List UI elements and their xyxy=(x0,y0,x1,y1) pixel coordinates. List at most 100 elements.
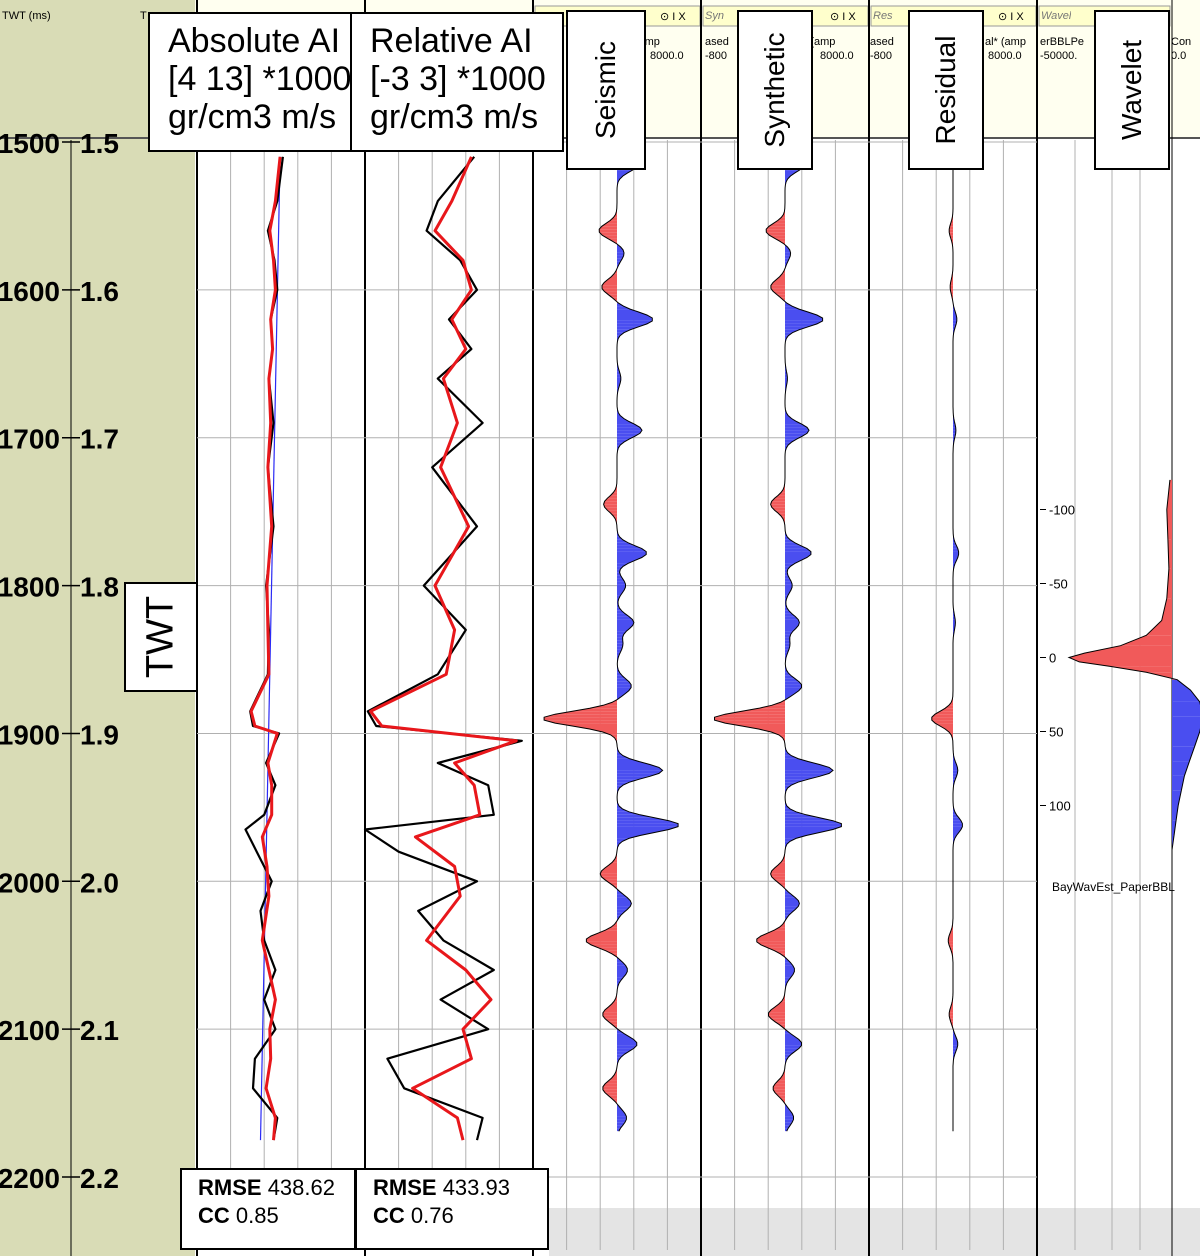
synthetic-trace-fill xyxy=(785,173,795,177)
seismic-trace-fill xyxy=(617,971,628,975)
seismic-trace-fill xyxy=(617,554,647,558)
tab-close-seismic[interactable]: ⊙ I X xyxy=(660,11,686,23)
tab-close-residual[interactable]: ⊙ I X xyxy=(998,11,1024,23)
synthetic-trace-fill xyxy=(785,563,795,567)
residual-trace-fill xyxy=(953,823,963,827)
tab-close-synthetic[interactable]: ⊙ I X xyxy=(830,11,856,23)
seismic-trace-fill xyxy=(617,380,621,384)
synthetic-trace-fill xyxy=(785,1113,794,1117)
seismic-trace-fill xyxy=(617,1051,630,1055)
tab-synthetic-title[interactable]: Syn xyxy=(705,10,724,22)
synthetic-trace-fill xyxy=(785,646,790,650)
synthetic-label: Synthetic xyxy=(737,10,813,170)
synthetic-trace-fill xyxy=(778,1001,785,1005)
seismic-trace-fill xyxy=(617,835,640,839)
seismic-trace-fill xyxy=(617,421,636,425)
synthetic-trace-fill xyxy=(773,1089,785,1093)
synthetic-trace-fill xyxy=(785,912,792,916)
seismic-trace-fill xyxy=(617,539,628,543)
seismic-trace-fill xyxy=(617,1045,637,1049)
synthetic-trace-fill xyxy=(785,566,791,570)
synthetic-trace-fill xyxy=(767,947,785,951)
synthetic-trace-fill xyxy=(773,1086,785,1090)
residual-trace-fill xyxy=(949,226,953,230)
seismic-trace-fill xyxy=(617,820,679,824)
seismic-trace-fill xyxy=(617,581,626,585)
wavelet-label-text: Wavelet xyxy=(1116,39,1147,141)
seismic-trace-fill xyxy=(617,894,628,898)
twt-label: TWT xyxy=(124,582,198,692)
seismic-trace-fill xyxy=(617,672,623,676)
time-s-tick-label: 1.7 xyxy=(80,424,119,455)
synthetic-trace-fill xyxy=(775,1021,785,1025)
residual-trace-fill xyxy=(940,708,953,712)
seismic-trace-fill xyxy=(601,282,617,286)
tab-residual-title[interactable]: Res xyxy=(873,10,893,22)
seismic-trace-fill xyxy=(617,309,639,313)
seismic-trace-fill xyxy=(605,950,617,954)
synthetic-trace-fill xyxy=(770,504,785,508)
seismic-trace-fill xyxy=(617,1042,637,1046)
seismic-trace-fill xyxy=(602,1009,617,1013)
residual-trace-fill xyxy=(953,832,959,836)
synthetic-trace-fill xyxy=(785,554,811,558)
relative-rmse-label: RMSE xyxy=(373,1175,437,1200)
seismic-trace-fill xyxy=(617,619,634,623)
synthetic-trace-fill xyxy=(756,936,785,939)
residual-header-prefix: ased xyxy=(870,36,894,48)
synthetic-trace-fill xyxy=(785,548,811,552)
time-ms-tick-label: 1600 xyxy=(0,276,60,307)
synthetic-trace-fill xyxy=(785,584,793,588)
residual-trace-fill xyxy=(953,320,957,324)
residual-trace-fill xyxy=(948,938,953,942)
wavelet-time-tick-label: 50 xyxy=(1049,725,1063,740)
time-ms-tick-label: 2200 xyxy=(0,1163,60,1194)
seismic-trace-fill xyxy=(617,560,635,564)
seismic-trace-fill xyxy=(606,220,617,224)
seismic-trace-fill xyxy=(617,374,621,378)
seismic-trace-fill xyxy=(601,285,617,289)
synthetic-trace-fill xyxy=(770,285,785,289)
synthetic-trace-fill xyxy=(770,282,785,286)
synthetic-trace-fill xyxy=(785,906,799,910)
residual-label-text: Residual xyxy=(930,35,961,145)
seismic-trace-fill xyxy=(599,229,617,233)
synthetic-trace-fill xyxy=(785,1051,796,1055)
synthetic-trace-fill xyxy=(785,776,820,780)
seismic-trace-fill xyxy=(617,255,624,259)
relative-ai-well-log-line xyxy=(363,156,523,1141)
wavelet-header-prefix: erBBLPe xyxy=(1040,36,1085,48)
relative-ai-range: [-3 3] *1000 xyxy=(370,60,546,98)
synthetic-trace-fill xyxy=(785,1039,802,1043)
seismic-trace-fill xyxy=(606,238,617,242)
synthetic-trace-fill xyxy=(774,950,785,954)
synthetic-trace-fill xyxy=(785,424,808,428)
absolute-ai-title: Absolute AI xyxy=(168,22,341,60)
wavelet-fill xyxy=(1172,716,1200,732)
seismic-trace-fill xyxy=(617,897,631,901)
seismic-trace-fill xyxy=(617,634,624,638)
residual-trace-fill xyxy=(953,551,959,555)
synthetic-trace-fill xyxy=(785,835,807,839)
residual-trace-fill xyxy=(931,714,953,718)
synthetic-trace-fill xyxy=(771,876,785,880)
time-s-tick-label: 2.1 xyxy=(80,1015,119,1046)
seismic-label-text: Seismic xyxy=(590,40,621,140)
synthetic-trace-fill xyxy=(785,782,799,786)
time-s-tick-label: 1.6 xyxy=(80,276,119,307)
seismic-trace-fill xyxy=(617,584,626,588)
wavelet-line xyxy=(1067,479,1200,850)
synthetic-trace-fill xyxy=(785,551,811,555)
seismic-trace-fill xyxy=(611,1074,617,1078)
seismic-trace-fill xyxy=(617,442,624,446)
synthetic-trace-fill xyxy=(785,814,820,818)
synthetic-trace-fill xyxy=(785,433,808,437)
synthetic-trace-fill xyxy=(771,867,785,871)
tab-wavelet-title[interactable]: Wavel xyxy=(1041,10,1072,22)
synthetic-trace-fill xyxy=(785,1116,794,1120)
residual-trace-fill xyxy=(953,814,959,818)
seismic-trace-fill xyxy=(617,433,641,437)
residual-trace-fill xyxy=(953,554,959,558)
seismic-trace-fill xyxy=(602,1089,617,1093)
seismic-trace-fill xyxy=(599,232,617,236)
